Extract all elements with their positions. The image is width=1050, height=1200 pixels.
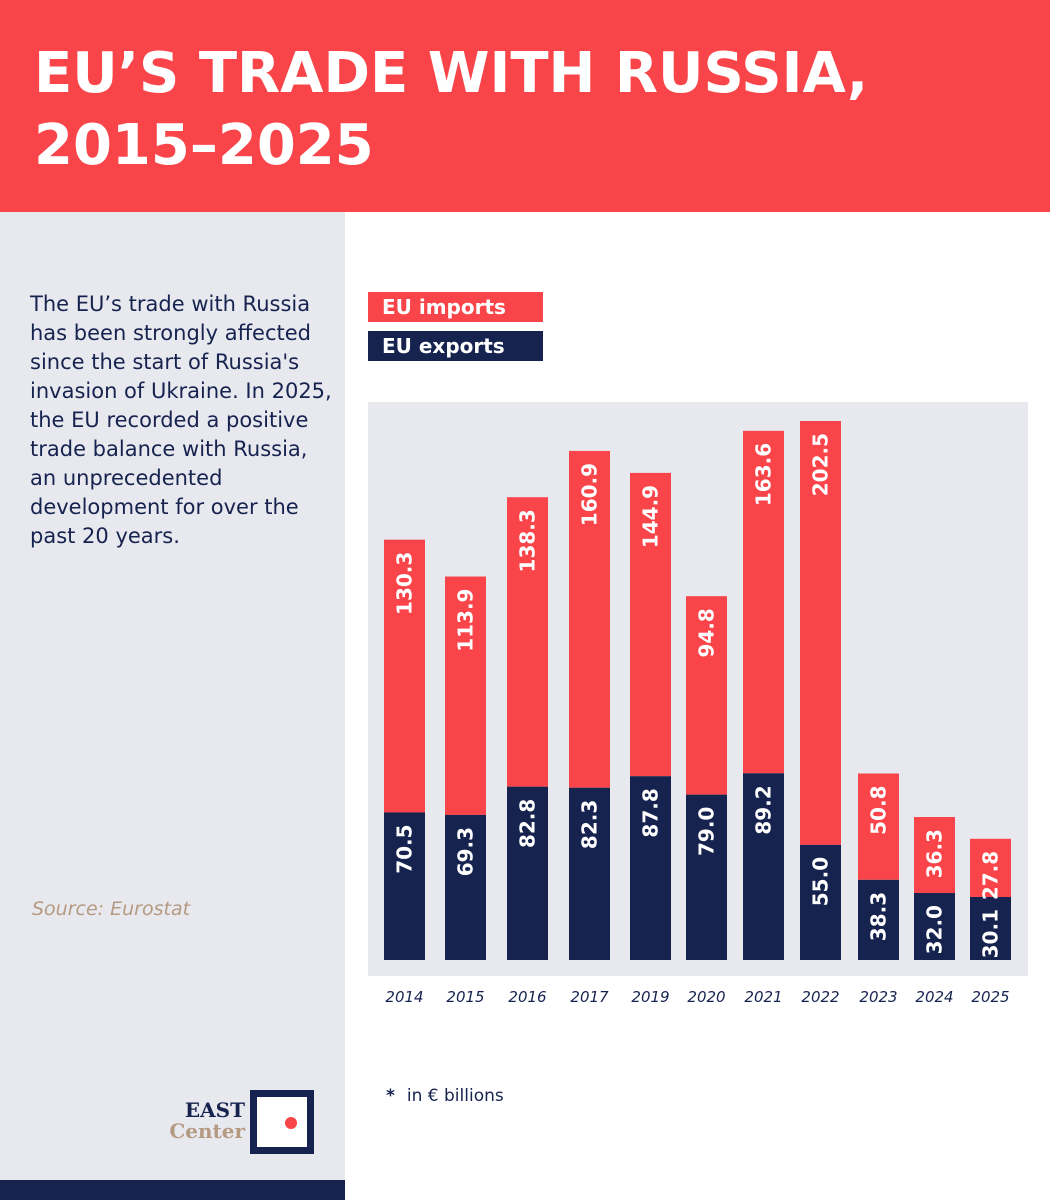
label-exports-2024: 32.0 xyxy=(923,905,947,954)
label-exports-2015: 69.3 xyxy=(454,827,478,876)
label-imports-2022: 202.5 xyxy=(809,433,833,496)
x-tick-2015: 2015 xyxy=(446,988,484,1006)
label-imports-2023: 50.8 xyxy=(867,785,891,834)
sidebar-bottom-strip xyxy=(0,1180,345,1200)
legend-imports: EU imports xyxy=(368,292,543,322)
footnote-marker: * xyxy=(386,1086,395,1106)
x-tick-2020: 2020 xyxy=(687,988,725,1006)
label-exports-2021: 89.2 xyxy=(752,785,776,834)
bar-imports-2023 xyxy=(858,773,899,880)
bar-exports-2019 xyxy=(630,776,671,960)
bar-imports-2015 xyxy=(445,576,486,815)
logo-line-center: Center xyxy=(169,1119,245,1143)
label-exports-2017: 82.3 xyxy=(578,800,602,849)
bar-imports-2016 xyxy=(507,497,548,787)
logo-square-icon xyxy=(250,1090,314,1154)
bar-exports-2014 xyxy=(384,812,425,960)
label-exports-2020: 79.0 xyxy=(695,807,719,856)
label-exports-2025: 30.1 xyxy=(979,909,1003,958)
label-imports-2021: 163.6 xyxy=(752,443,776,506)
label-imports-2017: 160.9 xyxy=(578,463,602,526)
x-tick-2025: 2025 xyxy=(971,988,1009,1006)
label-exports-2023: 38.3 xyxy=(867,892,891,941)
source-note: Source: Eurostat xyxy=(32,898,191,920)
bar-exports-2023 xyxy=(858,879,899,960)
bar-imports-2021 xyxy=(743,430,784,774)
label-imports-2014: 130.3 xyxy=(393,552,417,615)
x-tick-2021: 2021 xyxy=(744,988,782,1006)
legend-exports: EU exports xyxy=(368,331,543,361)
sidebar-panel xyxy=(0,212,345,1200)
bar-imports-2019 xyxy=(630,472,671,777)
label-imports-2019: 144.9 xyxy=(639,485,663,548)
bar-exports-2024 xyxy=(914,893,955,960)
bar-imports-2022 xyxy=(800,421,841,845)
label-imports-2016: 138.3 xyxy=(516,509,540,572)
footnote: * in € billions xyxy=(386,1086,686,1106)
label-imports-2020: 94.8 xyxy=(695,608,719,657)
bar-exports-2021 xyxy=(743,773,784,960)
page-title: EU’S TRADE WITH RUSSIA, 2015–2025 xyxy=(34,41,869,178)
label-imports-2025: 27.8 xyxy=(979,851,1003,900)
label-exports-2019: 87.8 xyxy=(639,788,663,837)
description-text: The EU’s trade with Russia has been stro… xyxy=(30,292,332,548)
east-center-logo: EAST Center xyxy=(165,1100,245,1142)
label-exports-2014: 70.5 xyxy=(393,824,417,873)
bar-exports-2022 xyxy=(800,844,841,960)
x-tick-2016: 2016 xyxy=(508,988,546,1006)
x-tick-2017: 2017 xyxy=(570,988,609,1006)
header-banner: EU’S TRADE WITH RUSSIA, 2015–2025 xyxy=(0,0,1050,212)
label-imports-2024: 36.3 xyxy=(923,829,947,878)
label-imports-2015: 113.9 xyxy=(454,589,478,652)
bar-exports-2017 xyxy=(569,787,610,960)
bar-exports-2016 xyxy=(507,786,548,960)
bar-imports-2025 xyxy=(970,838,1011,897)
bar-exports-2025 xyxy=(970,896,1011,960)
bar-group: 130.3 70.5 2014 113.9 69.3 2015 138.3 82.8 2016 1… xyxy=(384,421,1011,1006)
bar-exports-2020 xyxy=(686,794,727,960)
footnote-text: in € billions xyxy=(406,1086,504,1106)
x-tick-2022: 2022 xyxy=(801,988,839,1006)
logo-line-east: EAST xyxy=(184,1098,245,1122)
bar-imports-2024 xyxy=(914,817,955,894)
bar-exports-2015 xyxy=(445,814,486,960)
x-tick-2024: 2024 xyxy=(915,988,953,1006)
bar-imports-2014 xyxy=(384,539,425,813)
label-exports-2016: 82.8 xyxy=(516,799,540,848)
bar-imports-2020 xyxy=(686,596,727,795)
x-tick-2014: 2014 xyxy=(385,988,423,1006)
x-tick-2023: 2023 xyxy=(859,988,897,1006)
bar-imports-2017 xyxy=(569,450,610,788)
x-tick-2019: 2019 xyxy=(631,988,669,1006)
label-exports-2022: 55.0 xyxy=(809,857,833,906)
logo-dot-icon xyxy=(285,1117,297,1129)
